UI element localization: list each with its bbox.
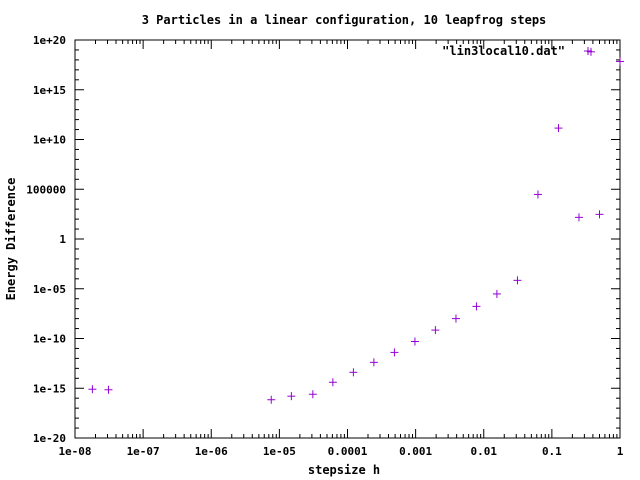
x-tick-label: 0.001 xyxy=(399,445,432,458)
data-points xyxy=(88,47,624,404)
x-tick-label: 1e-06 xyxy=(195,445,228,458)
y-tick-label: 1e-15 xyxy=(33,382,66,395)
data-point xyxy=(104,385,113,394)
y-tick-label: 1e-10 xyxy=(33,333,66,346)
y-tick-label: 1 xyxy=(59,233,66,246)
y-tick-label: 1e+20 xyxy=(33,34,66,47)
data-point xyxy=(267,395,276,404)
x-tick-label: 1e-07 xyxy=(127,445,160,458)
chart-title: 3 Particles in a linear configuration, 1… xyxy=(142,13,547,27)
data-point xyxy=(431,326,440,335)
x-axis-label: stepsize h xyxy=(308,463,380,477)
data-point xyxy=(308,390,317,399)
x-tick-label: 1e-08 xyxy=(58,445,91,458)
data-point xyxy=(513,276,522,285)
x-tick-label: 0.0001 xyxy=(328,445,368,458)
y-tick-label: 1e-05 xyxy=(33,283,66,296)
y-tick-label: 1e-20 xyxy=(33,432,66,445)
x-tick-label: 1e-05 xyxy=(263,445,296,458)
data-point xyxy=(492,289,501,298)
data-point xyxy=(574,213,583,222)
data-point xyxy=(595,210,604,219)
y-tick-label: 1e+10 xyxy=(33,134,66,147)
data-point xyxy=(616,57,624,66)
data-point xyxy=(451,314,460,323)
y-axis: 1e-20 1e-15 1e-10 1e-05 1 100000 1e+10 1e+15 1e+… xyxy=(26,34,620,445)
plot-frame xyxy=(74,39,621,439)
data-point xyxy=(349,368,358,377)
data-point xyxy=(328,378,337,387)
y-tick-label: 100000 xyxy=(26,183,66,196)
x-tick-label: 0.01 xyxy=(471,445,498,458)
data-point xyxy=(287,392,296,401)
y-tick-label: 1e+15 xyxy=(33,84,66,97)
data-point xyxy=(390,348,399,357)
legend: "lin3local10.dat" xyxy=(442,44,592,58)
data-point xyxy=(533,190,542,199)
data-point xyxy=(554,124,563,133)
data-point xyxy=(472,302,481,311)
data-point xyxy=(586,47,595,56)
x-tick-label: 1 xyxy=(617,445,624,458)
x-axis: 1e-08 1e-07 1e-06 1e-05 0.0001 0.001 0.01 0.1 1 xyxy=(58,40,624,458)
y-axis-label: Energy Difference xyxy=(4,178,18,301)
data-point xyxy=(410,337,419,346)
data-point xyxy=(369,358,378,367)
x-tick-label: 0.1 xyxy=(542,445,562,458)
data-point xyxy=(88,385,97,394)
legend-label: "lin3local10.dat" xyxy=(442,44,565,58)
